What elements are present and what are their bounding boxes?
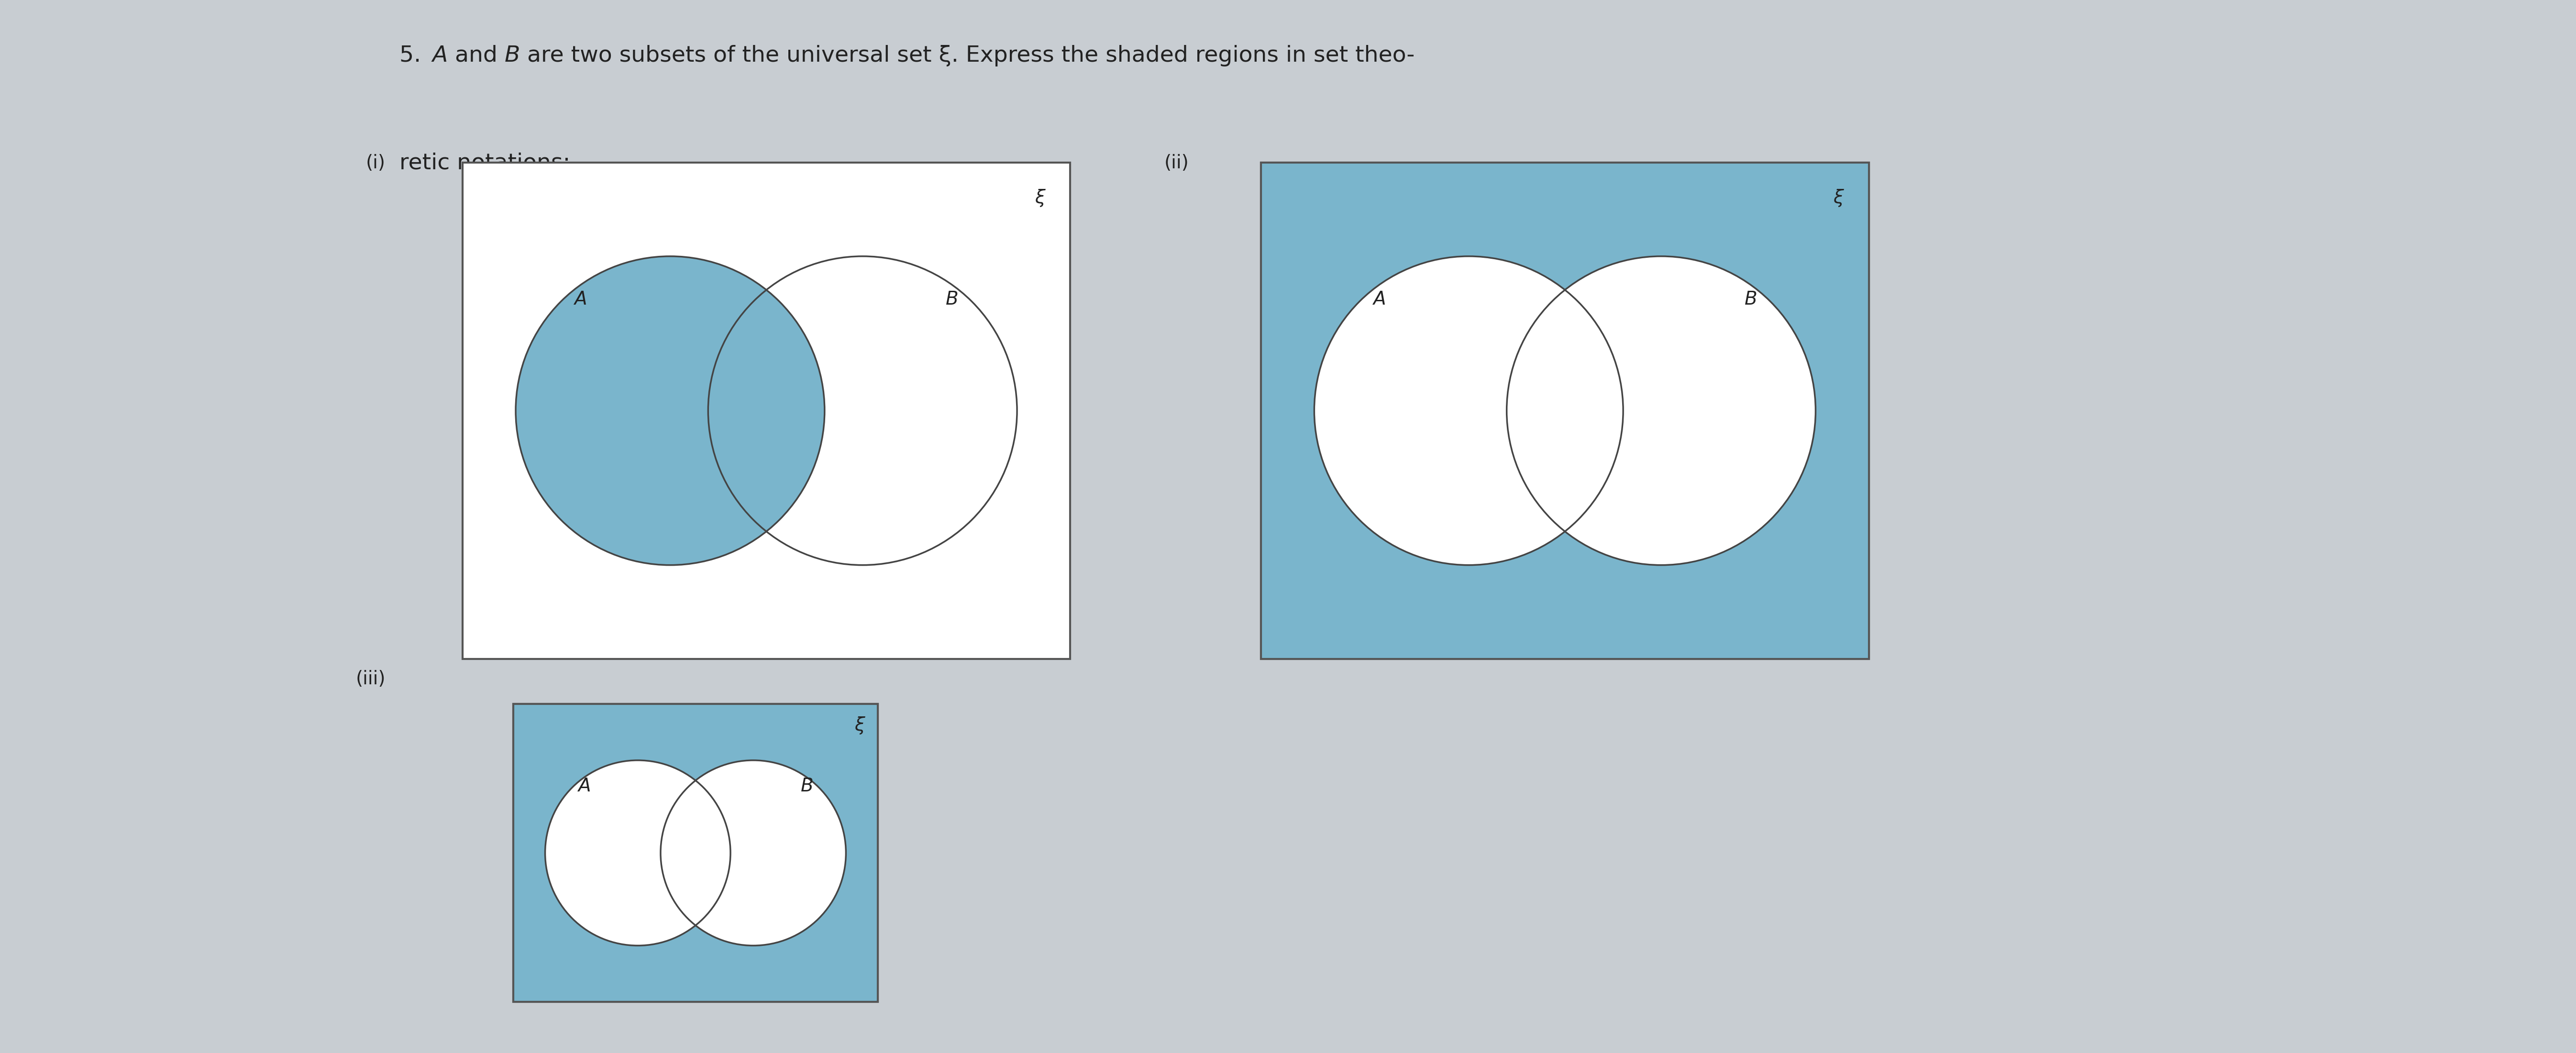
Circle shape xyxy=(708,256,1018,565)
Text: (i): (i) xyxy=(366,154,386,173)
Circle shape xyxy=(515,256,824,565)
Text: A: A xyxy=(1373,291,1386,309)
Circle shape xyxy=(1507,256,1816,565)
FancyBboxPatch shape xyxy=(513,704,878,1001)
FancyBboxPatch shape xyxy=(1262,162,1868,659)
Text: are two subsets of the universal set ξ. Express the shaded regions in set theo-: are two subsets of the universal set ξ. … xyxy=(520,45,1414,66)
FancyBboxPatch shape xyxy=(464,162,1069,659)
Circle shape xyxy=(546,760,732,946)
Text: and: and xyxy=(448,45,505,66)
Text: A: A xyxy=(433,45,448,66)
Text: ξ: ξ xyxy=(1036,188,1046,207)
Text: (iii): (iii) xyxy=(355,670,386,689)
Text: B: B xyxy=(945,291,958,309)
Circle shape xyxy=(1314,256,1623,565)
Text: B: B xyxy=(505,45,520,66)
Text: ξ: ξ xyxy=(1834,188,1844,207)
Text: ξ: ξ xyxy=(855,716,866,734)
Text: B: B xyxy=(801,777,814,795)
Text: A: A xyxy=(577,777,590,795)
Text: 5.: 5. xyxy=(399,45,433,66)
Circle shape xyxy=(515,256,824,565)
Text: retic notations:: retic notations: xyxy=(399,153,569,174)
Text: A: A xyxy=(574,291,587,309)
FancyBboxPatch shape xyxy=(1262,162,1868,659)
Circle shape xyxy=(659,760,845,946)
FancyBboxPatch shape xyxy=(513,704,878,1001)
Text: B: B xyxy=(1744,291,1757,309)
Text: (ii): (ii) xyxy=(1164,154,1190,173)
